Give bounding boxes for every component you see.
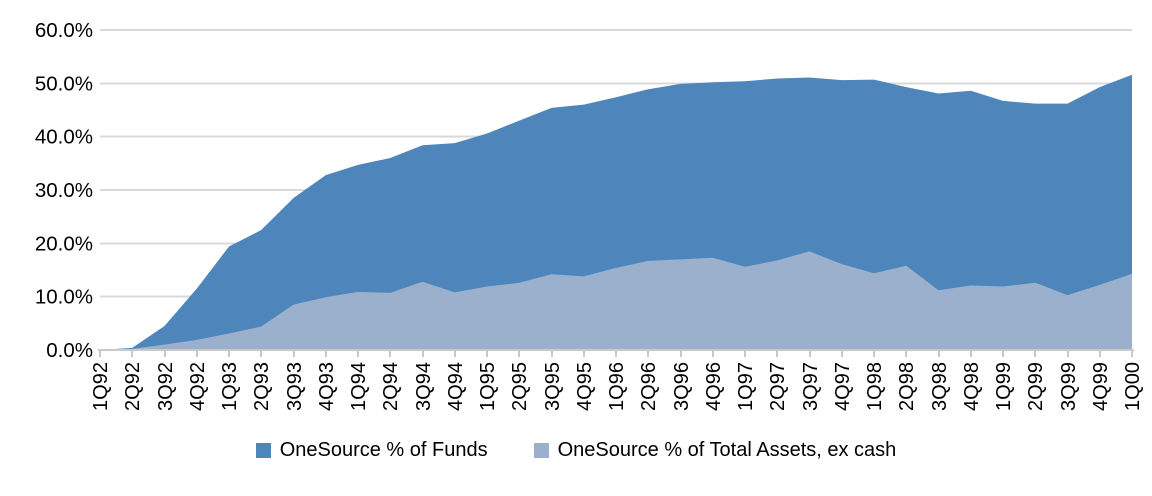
y-tick-label: 20.0% [35, 232, 93, 255]
x-tick-label: 1Q00 [1122, 362, 1144, 411]
x-tick-label: 3Q93 [284, 362, 306, 411]
x-tick-label: 3Q95 [542, 362, 564, 411]
legend-item-funds: OneSource % of Funds [255, 439, 488, 461]
x-tick-label: 1Q93 [219, 362, 241, 411]
y-tick-label: 50.0% [35, 72, 93, 95]
x-tick-label: 1Q94 [348, 362, 370, 411]
x-tick-label: 2Q99 [1025, 362, 1047, 411]
x-tick-label: 3Q97 [800, 362, 822, 411]
x-tick-label: 4Q92 [187, 362, 209, 411]
x-tick-label: 3Q96 [671, 362, 693, 411]
x-tick-label: 4Q96 [703, 362, 725, 411]
x-tick-label: 1Q96 [606, 362, 628, 411]
x-tick-label: 2Q97 [767, 362, 789, 411]
x-tick-label: 2Q98 [896, 362, 918, 411]
legend-swatch-assets-icon [533, 442, 549, 458]
x-tick-label: 4Q94 [445, 362, 467, 411]
x-tick-label: 4Q99 [1090, 362, 1112, 411]
x-tick-label: 2Q93 [251, 362, 273, 411]
x-tick-label: 3Q99 [1058, 362, 1080, 411]
y-tick-label: 10.0% [35, 286, 93, 309]
chart-legend: OneSource % of Funds OneSource % of Tota… [0, 440, 1152, 460]
legend-label-funds: OneSource % of Funds [279, 439, 488, 461]
y-tick-label: 60.0% [35, 19, 93, 42]
x-tick-label: 1Q97 [735, 362, 757, 411]
x-tick-label: 3Q94 [413, 362, 435, 411]
x-tick-label: 2Q92 [122, 362, 144, 411]
x-tick-label: 3Q92 [155, 362, 177, 411]
x-tick-label: 1Q99 [993, 362, 1015, 411]
area-chart-plot: 0.0% 10.0% 20.0% 30.0% 40.0% 50.0% 60.0% 1Q92 2Q… [35, 19, 1144, 411]
x-tick-label: 2Q95 [509, 362, 531, 411]
x-tick-label: 4Q95 [574, 362, 596, 411]
y-tick-label: 40.0% [35, 126, 93, 149]
x-tick-label: 4Q98 [961, 362, 983, 411]
x-tick-label: 4Q93 [316, 362, 338, 411]
y-tick-label: 0.0% [46, 339, 93, 362]
x-tick-label: 1Q98 [864, 362, 886, 411]
legend-swatch-funds-icon [255, 442, 271, 458]
legend-item-assets: OneSource % of Total Assets, ex cash [533, 439, 897, 461]
y-tick-label: 30.0% [35, 179, 93, 202]
legend-label-assets: OneSource % of Total Assets, ex cash [557, 439, 897, 461]
x-tick-label: 2Q94 [380, 362, 402, 411]
x-tick-label: 3Q98 [929, 362, 951, 411]
x-tick-label: 1Q95 [477, 362, 499, 411]
x-tick-label: 1Q92 [90, 362, 112, 411]
x-tick-label: 4Q97 [832, 362, 854, 411]
x-tick-label: 2Q96 [638, 362, 660, 411]
area-series-assets [100, 251, 1132, 350]
